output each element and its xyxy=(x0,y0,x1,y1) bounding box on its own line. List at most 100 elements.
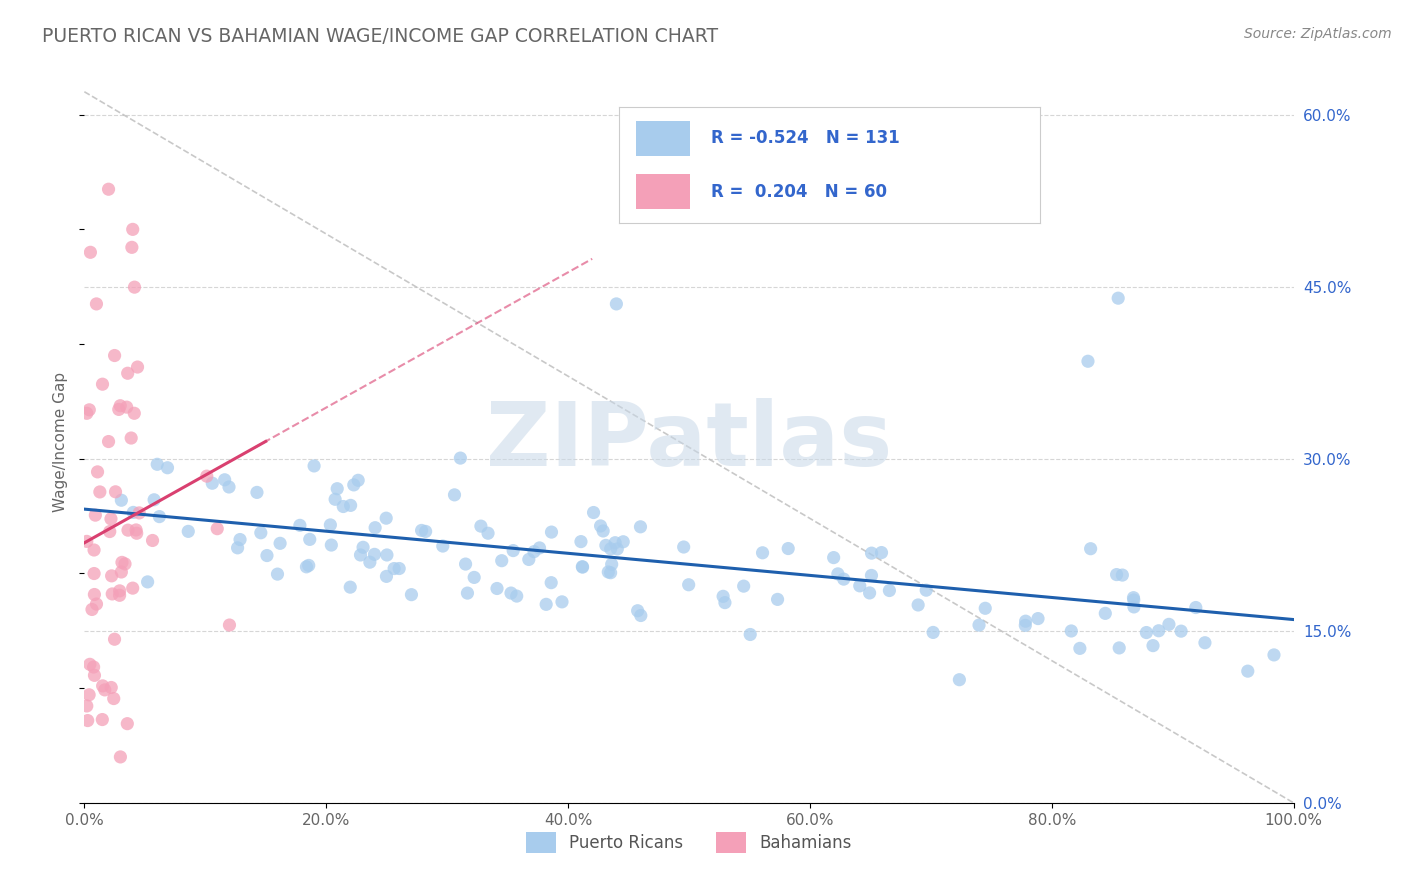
Point xyxy=(121,222,143,236)
Point xyxy=(823,550,845,565)
Point xyxy=(97,182,120,196)
Point xyxy=(870,545,893,559)
Point xyxy=(375,569,398,583)
Point xyxy=(443,488,465,502)
Point xyxy=(89,484,111,499)
Point xyxy=(551,595,574,609)
Point xyxy=(83,668,105,682)
Point xyxy=(1147,624,1170,638)
Point xyxy=(1157,617,1180,632)
Point xyxy=(295,559,318,574)
Point xyxy=(1142,639,1164,653)
Point xyxy=(1108,640,1130,655)
Point xyxy=(411,524,433,538)
Point xyxy=(91,377,114,392)
Point xyxy=(630,608,652,623)
Point xyxy=(100,681,122,695)
Point xyxy=(1080,541,1102,556)
Point xyxy=(606,541,628,556)
Point xyxy=(125,526,148,541)
Point xyxy=(201,476,224,491)
Point xyxy=(359,555,381,569)
Point xyxy=(879,583,901,598)
Point xyxy=(363,547,385,561)
Point xyxy=(332,500,354,514)
Point xyxy=(218,480,240,494)
Point xyxy=(319,517,342,532)
Point xyxy=(540,575,562,590)
FancyBboxPatch shape xyxy=(636,121,690,156)
Point xyxy=(94,682,117,697)
Point xyxy=(91,713,114,727)
Point xyxy=(1026,611,1049,625)
Point xyxy=(1194,636,1216,650)
Point xyxy=(120,431,142,445)
Point xyxy=(76,406,98,420)
Point xyxy=(117,523,139,537)
Point xyxy=(1014,614,1036,628)
Point xyxy=(382,561,405,575)
Point xyxy=(491,554,513,568)
Point xyxy=(218,618,240,632)
Point xyxy=(630,520,652,534)
Point xyxy=(534,598,557,612)
Point xyxy=(108,588,131,602)
Point xyxy=(600,558,623,572)
Point xyxy=(485,582,508,596)
Point xyxy=(108,583,131,598)
Point xyxy=(540,525,562,540)
Point xyxy=(571,559,593,574)
Point xyxy=(125,523,148,537)
Point xyxy=(598,565,620,579)
Point xyxy=(1069,641,1091,656)
Point xyxy=(86,297,108,311)
Point xyxy=(595,538,617,552)
Point xyxy=(177,524,200,539)
Point xyxy=(114,557,136,571)
Text: R = -0.524   N = 131: R = -0.524 N = 131 xyxy=(711,129,900,147)
Point xyxy=(375,548,398,562)
Point xyxy=(860,568,883,582)
Point xyxy=(1170,624,1192,639)
FancyBboxPatch shape xyxy=(636,174,690,209)
Point xyxy=(226,541,249,555)
Point xyxy=(229,533,252,547)
Point xyxy=(122,505,145,519)
Point xyxy=(364,521,387,535)
Point xyxy=(711,590,734,604)
Point xyxy=(401,588,423,602)
Point xyxy=(948,673,970,687)
Point xyxy=(1105,567,1128,582)
Point xyxy=(79,657,101,672)
Point xyxy=(517,552,540,566)
Point xyxy=(529,541,551,555)
Point xyxy=(117,366,139,380)
Point xyxy=(269,536,291,550)
Point xyxy=(146,458,169,472)
Point xyxy=(860,546,883,560)
Point xyxy=(86,597,108,611)
Point xyxy=(454,557,477,571)
Point xyxy=(605,535,627,549)
Point xyxy=(214,473,236,487)
Point xyxy=(571,560,593,574)
Point xyxy=(766,592,789,607)
Point xyxy=(110,493,132,508)
Point xyxy=(463,570,485,584)
Point xyxy=(136,574,159,589)
Point xyxy=(97,434,120,449)
Point xyxy=(1236,664,1258,678)
Point xyxy=(77,688,100,702)
Point xyxy=(195,469,218,483)
Point xyxy=(205,522,228,536)
Point xyxy=(156,460,179,475)
Point xyxy=(266,567,288,582)
Point xyxy=(110,750,132,764)
Point xyxy=(599,566,621,580)
Point xyxy=(627,604,650,618)
Point xyxy=(967,618,990,632)
Point xyxy=(128,506,150,520)
Point xyxy=(1060,624,1083,638)
Point xyxy=(76,698,98,713)
Point xyxy=(76,534,98,549)
